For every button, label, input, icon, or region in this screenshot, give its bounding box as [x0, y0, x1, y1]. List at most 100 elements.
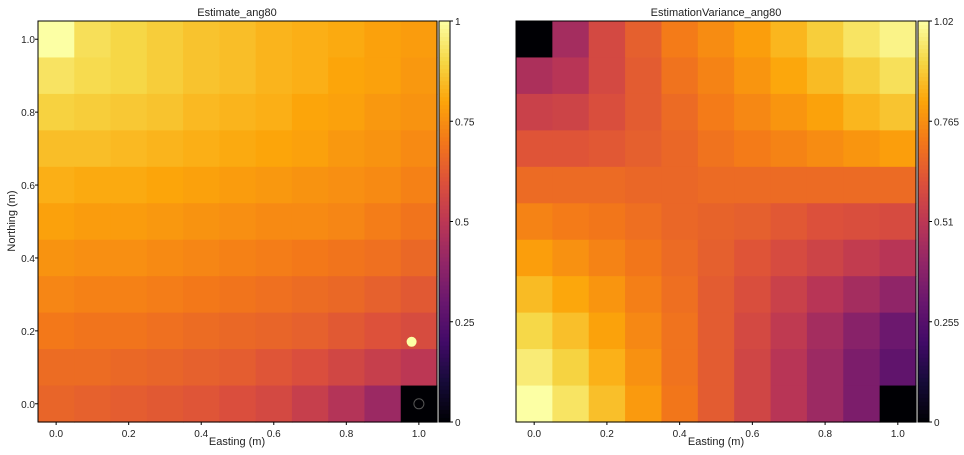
variance-cell-r3-c10: [879, 130, 917, 168]
variance-cell-r1-c3: [625, 57, 663, 95]
estimate-colorbar-segment: [439, 261, 450, 267]
estimate-cell-r8-c6: [255, 312, 293, 350]
estimate-colorbar-segment: [439, 401, 450, 407]
estimate-y-axis-label: Northing (m): [6, 190, 18, 251]
estimate-colorbar-segment: [439, 57, 450, 62]
estimate-cell-r8-c8: [328, 312, 366, 350]
variance-cell-r0-c8: [806, 21, 844, 59]
estimate-cell-r10-c0: [38, 385, 75, 423]
variance-cell-r9-c3: [625, 349, 663, 387]
variance-colorbar-segment: [918, 241, 929, 247]
variance-colorbar-segment: [918, 117, 929, 122]
variance-cell-r5-c8: [806, 203, 844, 241]
variance-cell-r6-c4: [661, 239, 699, 277]
variance-colorbar-segment: [918, 245, 929, 251]
variance-cell-r6-c7: [770, 239, 808, 277]
estimate-cell-r5-c2: [110, 203, 148, 241]
variance-cell-r3-c9: [843, 130, 881, 168]
variance-cell-r8-c0: [516, 312, 553, 350]
variance-cell-r9-c9: [843, 349, 881, 387]
estimate-cell-r6-c1: [74, 239, 112, 277]
estimate-cell-r4-c1: [74, 166, 112, 204]
variance-colorbar-segment: [918, 125, 929, 130]
estimate-cell-r4-c2: [110, 166, 148, 204]
variance-colorbar-segment: [918, 193, 929, 198]
estimate-cell-r0-c2: [110, 21, 148, 59]
estimate-cell-r1-c0: [38, 57, 75, 95]
variance-cell-r1-c7: [770, 57, 808, 95]
variance-cell-r9-c2: [588, 349, 626, 387]
estimate-colorbar-segment: [439, 245, 450, 251]
estimate-cell-r8-c5: [219, 312, 257, 350]
variance-colorbar-segment: [918, 305, 929, 311]
estimate-cell-r1-c8: [328, 57, 366, 95]
variance-colorbar-segment: [918, 89, 929, 94]
variance-colorbar-segment: [918, 397, 929, 403]
variance-cell-r10-c5: [697, 385, 735, 423]
variance-cell-r8-c7: [770, 312, 808, 350]
estimate-cell-r5-c10: [400, 203, 438, 241]
estimate-cell-r0-c9: [364, 21, 402, 59]
estimate-colorbar-segment: [439, 381, 450, 387]
variance-colorbar-segment: [918, 73, 929, 78]
estimate-cell-r3-c0: [38, 130, 75, 168]
variance-cell-r1-c0: [516, 57, 553, 95]
variance-cell-r5-c4: [661, 203, 699, 241]
variance-colorbar-segment: [918, 385, 929, 391]
estimate-colorbar-segment: [439, 105, 450, 110]
variance-colorbar-segment: [918, 105, 929, 110]
estimate-colorbar-segment: [439, 281, 450, 287]
variance-colorbar-segment: [918, 149, 929, 154]
estimate-x-ticks: 0.0 0.2 0.4 0.6 0.8 1.0: [49, 422, 426, 440]
variance-colorbar-segment: [918, 161, 929, 166]
estimate-cell-r0-c5: [219, 21, 257, 59]
estimate-cell-r9-c2: [110, 349, 148, 387]
estimate-cell-r2-c2: [110, 93, 148, 131]
estimate-colorbar-segment: [439, 365, 450, 371]
estimate-colorbar-segment: [439, 241, 450, 247]
estimate-colorbar-segment: [439, 93, 450, 98]
variance-cell-r7-c5: [697, 276, 735, 314]
estimate-cell-r5-c3: [146, 203, 184, 241]
variance-cell-r5-c6: [734, 203, 772, 241]
variance-x-ticks: 0.0 0.2 0.4 0.6 0.8 1.0: [527, 422, 905, 440]
variance-cell-r3-c8: [806, 130, 844, 168]
variance-x-tick-label-5: 1.0: [891, 429, 905, 440]
estimate-cell-r1-c7: [291, 57, 329, 95]
variance-cell-r8-c5: [697, 312, 735, 350]
variance-colorbar-segment: [918, 261, 929, 267]
estimate-colorbar-segment: [439, 301, 450, 307]
estimate-colorbar-segment: [439, 253, 450, 259]
estimate-colorbar-segment: [439, 353, 450, 359]
variance-cell-r9-c0: [516, 349, 553, 387]
estimate-colorbar-segment: [439, 109, 450, 114]
estimate-colorbar-segment: [439, 33, 450, 38]
estimate-cell-r7-c0: [38, 276, 75, 314]
estimate-cell-r9-c4: [183, 349, 220, 387]
estimate-cell-r1-c9: [364, 57, 402, 95]
estimate-cell-r1-c6: [255, 57, 293, 95]
estimate-cell-r5-c6: [255, 203, 293, 241]
estimate-cell-r6-c9: [364, 239, 402, 277]
estimate-cell-r2-c7: [291, 93, 329, 131]
variance-cell-r1-c1: [552, 57, 590, 95]
estimate-colorbar-segment: [439, 89, 450, 94]
variance-cell-r9-c4: [661, 349, 699, 387]
estimate-cell-r9-c0: [38, 349, 75, 387]
estimate-cell-r1-c2: [110, 57, 148, 95]
variance-colorbar-segment: [918, 177, 929, 182]
variance-cell-r1-c9: [843, 57, 881, 95]
estimate-colorbar-ticks: 0 0.25 0.5 0.75 1: [450, 17, 475, 429]
variance-cell-r6-c6: [734, 239, 772, 277]
variance-colorbar-segment: [918, 253, 929, 259]
variance-cell-r9-c6: [734, 349, 772, 387]
estimate-x-tick-label-2: 0.4: [194, 429, 208, 440]
variance-cell-r5-c0: [516, 203, 553, 241]
estimate-cell-r0-c10: [400, 21, 438, 59]
variance-cell-r1-c6: [734, 57, 772, 95]
estimate-cell-r7-c4: [183, 276, 220, 314]
variance-colorbar-segment: [918, 77, 929, 82]
variance-cell-r7-c7: [770, 276, 808, 314]
estimate-cell-r2-c5: [219, 93, 257, 131]
variance-cell-r5-c9: [843, 203, 881, 241]
